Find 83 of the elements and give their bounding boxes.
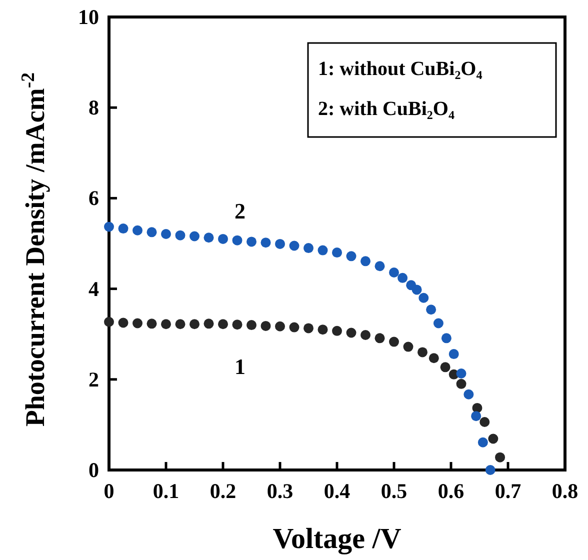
point: [190, 231, 200, 242]
point: [433, 318, 444, 328]
x-tick-label: 0.3: [266, 479, 294, 503]
point: [218, 234, 228, 244]
series-label: 1: [234, 354, 246, 380]
point: [346, 328, 356, 338]
annotation: 2: with CuBi₂O₄: [318, 98, 454, 120]
point: [440, 362, 450, 372]
point: [175, 230, 186, 240]
point: [374, 333, 385, 344]
point: [104, 316, 114, 327]
point: [118, 318, 128, 328]
point: [161, 319, 171, 330]
x-tick-label: 0.2: [210, 479, 236, 503]
annotation: 1: without CuBi₂O₄: [318, 58, 482, 80]
point: [456, 378, 466, 389]
point: [389, 336, 399, 347]
point: [456, 368, 466, 379]
point: [412, 284, 422, 295]
y-tick-label: 6: [88, 186, 99, 210]
point: [418, 347, 428, 358]
point: [332, 326, 342, 336]
point: [118, 224, 128, 234]
x-tick-label: 0.7: [494, 479, 522, 503]
point: [480, 416, 490, 427]
point: [318, 324, 328, 335]
point: [495, 452, 506, 462]
point: [471, 411, 482, 422]
point: [403, 342, 414, 352]
x-tick-label: 0.5: [380, 479, 408, 503]
point: [478, 437, 488, 448]
point: [260, 238, 271, 248]
point: [132, 318, 142, 328]
y-tick-label: 8: [88, 96, 99, 120]
point: [398, 272, 408, 283]
point: [448, 349, 459, 360]
point: [275, 238, 285, 249]
point: [464, 389, 474, 400]
point: [441, 333, 452, 344]
point: [318, 245, 328, 256]
series-label: 2: [234, 198, 246, 224]
point: [161, 228, 171, 239]
point: [260, 320, 271, 331]
x-axis-title: Voltage /V: [272, 523, 402, 555]
point: [289, 322, 300, 332]
point: [360, 330, 370, 340]
point: [190, 319, 200, 330]
point: [418, 292, 429, 303]
point: [360, 256, 370, 266]
y-tick-label: 10: [78, 5, 99, 29]
point: [104, 222, 114, 232]
point: [232, 320, 242, 330]
point: [204, 318, 214, 329]
point: [472, 402, 482, 413]
point: [332, 248, 342, 258]
point: [374, 261, 385, 272]
point: [304, 323, 314, 334]
point: [289, 240, 300, 251]
x-tick-label: 0.8: [552, 479, 578, 503]
x-tick-label: 0: [104, 479, 114, 503]
point: [218, 319, 228, 330]
y-tick-label: 0: [88, 458, 99, 482]
point: [232, 235, 242, 246]
point: [389, 267, 399, 278]
point: [146, 227, 157, 238]
point: [146, 318, 157, 329]
point: [275, 321, 285, 332]
point: [426, 304, 436, 315]
x-tick-label: 0.1: [152, 479, 180, 503]
point: [304, 243, 314, 254]
point: [485, 465, 496, 475]
point: [204, 232, 214, 243]
point: [246, 320, 256, 330]
point: [175, 319, 186, 330]
point: [488, 434, 498, 444]
point: [346, 251, 356, 262]
x-tick-label: 0.6: [438, 479, 464, 503]
y-tick-label: 4: [88, 276, 100, 301]
y-tick-label: 2: [88, 367, 99, 392]
x-tick-label: 0.4: [324, 479, 351, 503]
point: [246, 236, 256, 247]
point: [428, 353, 439, 364]
point: [132, 225, 142, 236]
